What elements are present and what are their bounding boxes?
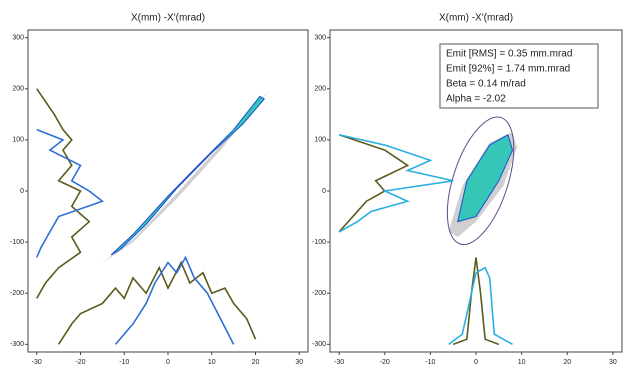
beam-core	[110, 95, 266, 256]
annotation: Beta = 0.14 m/rad	[446, 79, 526, 90]
x-tick-label: 10	[208, 359, 216, 366]
x-tick-label: -30	[32, 359, 42, 366]
y-tick-label: -300	[312, 341, 326, 348]
annotation: Alpha = -2.02	[446, 94, 506, 105]
y-tick-label: 0	[20, 188, 24, 195]
profile-line	[448, 266, 513, 346]
x-tick-label: 20	[563, 359, 571, 366]
profile-line	[114, 255, 235, 345]
y-tick-label: -100	[312, 239, 326, 246]
y-tick-label: 200	[314, 86, 326, 93]
x-tick-label: 30	[609, 359, 617, 366]
y-tick-label: 200	[12, 86, 24, 93]
plot-frame	[27, 29, 309, 353]
chart-title: X(mm) -X'(mrad)	[439, 13, 513, 24]
y-tick-label: -300	[10, 341, 24, 348]
y-tick-label: -200	[10, 290, 24, 297]
y-tick-label: 100	[12, 137, 24, 144]
beam-core	[457, 134, 514, 223]
y-tick-label: 300	[314, 35, 326, 42]
x-tick-label: -10	[425, 359, 435, 366]
x-tick-label: -30	[334, 359, 344, 366]
annotation: Emit [92%] = 1.74 mm.mrad	[446, 64, 570, 75]
profile-line	[36, 128, 105, 258]
annotation-box: Emit [RMS] = 0.35 mm.mrad Emit [92%] = 1.…	[439, 43, 599, 109]
emittance-ellipse	[446, 116, 515, 246]
profile-line	[36, 88, 91, 299]
x-tick-label: 10	[518, 359, 526, 366]
y-tick-label: 300	[12, 35, 24, 42]
y-tick-label: -200	[312, 290, 326, 297]
x-tick-label: 30	[295, 359, 303, 366]
x-tick-label: 0	[474, 359, 478, 366]
x-tick-label: -10	[119, 359, 129, 366]
y-tick-label: 100	[314, 137, 326, 144]
profile-line	[452, 257, 500, 346]
profile-line	[338, 134, 410, 233]
annotation-frame	[439, 43, 599, 109]
profile-line	[57, 260, 257, 345]
x-tick-label: -20	[75, 359, 85, 366]
x-tick-label: 20	[252, 359, 260, 366]
y-tick-label: 0	[322, 188, 326, 195]
x-tick-label: -20	[380, 359, 390, 366]
annotation: Emit [RMS] = 0.35 mm.mrad	[446, 49, 572, 60]
profile-line	[338, 133, 454, 233]
x-tick-label: 0	[166, 359, 170, 366]
chart-title: X(mm) -X'(mrad)	[131, 13, 205, 24]
y-tick-label: -100	[10, 239, 24, 246]
